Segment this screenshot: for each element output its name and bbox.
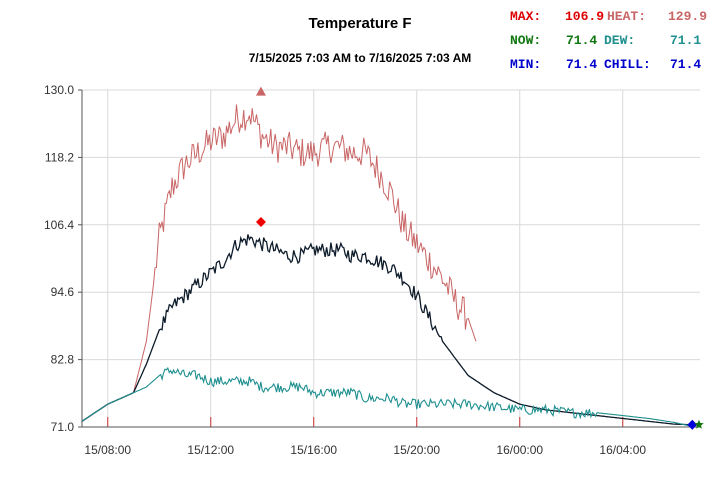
- y-axis: 130.0 118.2 106.4 94.6 82.8 71.0: [44, 83, 83, 434]
- x-tick-label: 15/16:00: [290, 443, 337, 457]
- x-tick-label: 15/20:00: [393, 443, 440, 457]
- stat-now-label: NOW:: [510, 33, 541, 48]
- stat-max-label: MAX:: [510, 9, 541, 24]
- chart-subtitle: 7/15/2025 7:03 AM to 7/16/2025 7:03 AM: [249, 51, 472, 65]
- temperature-line: [81, 234, 693, 426]
- stat-heat-value: 129.9: [668, 9, 707, 24]
- chart-title: Temperature F: [308, 15, 411, 32]
- y-tick-label: 94.6: [51, 285, 75, 299]
- chart-markers: [255, 86, 704, 430]
- max-temp-marker: [255, 216, 266, 227]
- stat-min-value: 71.4: [566, 57, 597, 72]
- stat-heat-label: HEAT:: [607, 9, 646, 24]
- x-tick-label: 15/12:00: [187, 443, 234, 457]
- stat-max-value: 106.9: [565, 9, 604, 24]
- stats-panel: MAX: 106.9 HEAT: 129.9 NOW: 71.4 DEW: 71…: [510, 9, 707, 72]
- stat-dew-value: 71.1: [670, 33, 701, 48]
- stat-chill-value: 71.4: [670, 57, 701, 72]
- stat-dew-label: DEW:: [604, 33, 635, 48]
- y-tick-label: 130.0: [44, 83, 74, 97]
- x-tick-label: 16/00:00: [496, 443, 543, 457]
- y-tick-label: 118.2: [45, 150, 74, 164]
- y-tick-label: 82.8: [51, 353, 75, 367]
- x-tick-label: 16/04:00: [599, 443, 646, 457]
- dew-point-line: [81, 366, 693, 427]
- grid: [82, 89, 700, 428]
- y-tick-label: 71.0: [51, 420, 75, 434]
- now-marker: [694, 419, 704, 429]
- stat-min-label: MIN:: [510, 57, 541, 72]
- x-tick-label: 15/08:00: [84, 443, 131, 457]
- min-temp-marker: [687, 419, 698, 430]
- stat-now-value: 71.4: [566, 33, 597, 48]
- y-tick-label: 106.4: [44, 218, 74, 232]
- x-axis: 15/08:00 15/12:00 15/16:00 15/20:00 16/00:00…: [82, 417, 700, 457]
- heat-index-line: [81, 104, 477, 422]
- series-lines: [81, 104, 693, 427]
- max-heat-marker: [255, 86, 266, 96]
- stat-chill-label: CHILL:: [604, 57, 651, 72]
